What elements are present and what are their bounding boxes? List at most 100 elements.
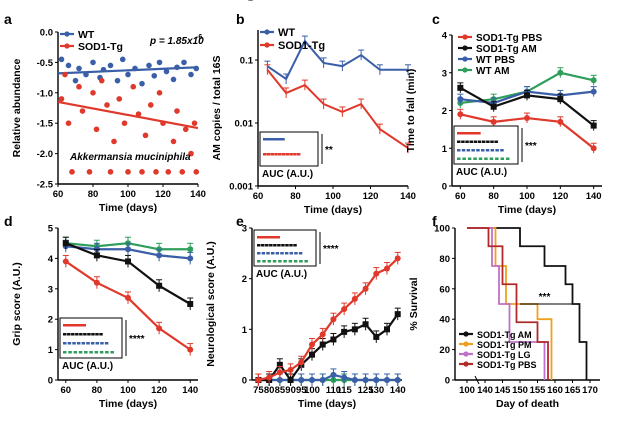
- panel-letter-c: c: [432, 11, 440, 27]
- y-tick-label-f: 80: [439, 254, 450, 265]
- auc-dots-e: [304, 260, 308, 263]
- auc-significance-b: **: [325, 145, 333, 156]
- marker-e: [373, 333, 380, 340]
- marker-e: [309, 351, 315, 358]
- marker-e: [298, 377, 305, 383]
- panel-letter-d: d: [4, 213, 13, 229]
- y-tick-label-e: 2: [242, 274, 247, 285]
- y-axis-label-f: % Survival: [408, 277, 420, 330]
- panel-letter-b: b: [236, 11, 245, 27]
- marker-e: [330, 336, 337, 343]
- marker-d: [187, 301, 194, 307]
- legend-marker-f: [463, 331, 469, 337]
- y-tick-label-c: 2: [442, 106, 447, 117]
- auc-dots-b: [281, 153, 286, 156]
- y-tick-label-e: 3: [242, 224, 247, 235]
- data-point-blue: [107, 62, 114, 69]
- x-tick-label-e: 75: [253, 385, 264, 396]
- marker-c: [557, 118, 564, 125]
- survival-curve-darkred: [467, 227, 549, 380]
- auc-dots-c: [457, 157, 461, 160]
- marker-e: [330, 371, 337, 378]
- auc-dots-e: [288, 260, 293, 263]
- x-tick-label-a: 140: [190, 189, 206, 200]
- auc-dots-c: [500, 157, 505, 160]
- marker-e: [362, 285, 369, 292]
- x-axis-label-b: Time (days): [304, 204, 362, 216]
- x-tick-label-e: 90: [285, 385, 296, 396]
- y-tick-label-a: -2.0: [37, 149, 53, 160]
- auc-dots-e: [257, 252, 261, 255]
- auc-dots-b: [274, 153, 278, 156]
- marker-c: [590, 145, 597, 152]
- data-point-red: [147, 102, 154, 108]
- x-tick-label-e: 130: [368, 385, 384, 396]
- legend-marker-a: [64, 31, 70, 37]
- marker-d: [187, 346, 194, 353]
- auc-dots-c: [500, 149, 504, 152]
- auc-dots-b: [265, 138, 269, 141]
- auc-dots-e: [267, 260, 272, 263]
- auc-significance-d: ****: [129, 334, 145, 345]
- legend-marker-a: [64, 43, 70, 49]
- y-tick-label-b: 0.1: [240, 56, 254, 67]
- data-point-red: [104, 102, 110, 108]
- panel-letter-f: f: [432, 213, 437, 229]
- x-tick-label-e: 85: [275, 385, 286, 396]
- auc-dots-d: [86, 342, 90, 345]
- legend-marker-c: [462, 34, 468, 40]
- auc-dots-c: [485, 149, 490, 152]
- data-point-blue: [181, 59, 187, 66]
- marker-c: [490, 103, 497, 110]
- data-point-blue: [146, 62, 152, 69]
- x-tick-label-a: 120: [155, 189, 171, 200]
- legend-marker-c: [462, 45, 468, 51]
- data-point-blue: [72, 77, 79, 84]
- auc-dots-b: [269, 138, 273, 141]
- x-tick-label-d: 140: [182, 385, 198, 396]
- data-point-blue: [125, 71, 131, 78]
- x-tick-label-f: 165: [565, 385, 582, 396]
- auc-label-c: AUC (A.U.): [456, 167, 507, 178]
- y-tick-label-d: 2: [48, 315, 53, 326]
- auc-dots-b: [289, 153, 293, 156]
- auc-dots-c: [463, 132, 468, 135]
- x-tick-label-f: 160: [547, 385, 563, 396]
- auc-dots-e: [276, 236, 281, 239]
- data-point-red: [62, 71, 68, 78]
- auc-dots-d: [105, 351, 109, 354]
- fit-line-blue: [57, 66, 199, 75]
- auc-dots-e: [265, 236, 270, 239]
- auc-dots-e: [289, 252, 294, 255]
- legend-entry-f: SOD1-Tg PBS: [477, 360, 537, 370]
- marker-d: [125, 294, 131, 301]
- y-axis-label-a: Relative abundance: [11, 59, 23, 158]
- marker-e: [384, 265, 390, 272]
- auc-dots-e: [257, 236, 261, 239]
- auc-dots-c: [466, 149, 471, 152]
- marker-e: [384, 326, 390, 333]
- auc-dots-e: [270, 236, 274, 239]
- marker-e: [330, 316, 337, 323]
- marker-c: [490, 118, 497, 125]
- auc-dots-c: [490, 140, 494, 143]
- x-tick-label-b: 140: [400, 191, 416, 202]
- legend-entry-b: WT: [278, 27, 295, 39]
- auc-dots-c: [481, 140, 486, 143]
- data-point-blue: [163, 68, 170, 75]
- auc-dots-c: [461, 132, 465, 135]
- marker-d: [62, 258, 69, 265]
- y-axis-label-d: Grip score (A.U.): [11, 262, 23, 345]
- x-tick-label-a: 80: [88, 189, 99, 200]
- data-point-red: [76, 83, 82, 90]
- auc-dots-e: [293, 260, 298, 263]
- x-tick-label-e: 80: [264, 385, 275, 396]
- auc-dots-e: [273, 244, 277, 247]
- auc-dots-d: [73, 324, 78, 327]
- auc-dots-b: [278, 153, 282, 156]
- data-point-red: [170, 138, 177, 145]
- data-point-red: [174, 108, 180, 114]
- auc-dots-e: [257, 244, 261, 247]
- marker-e: [394, 377, 401, 383]
- marker-e: [373, 377, 380, 383]
